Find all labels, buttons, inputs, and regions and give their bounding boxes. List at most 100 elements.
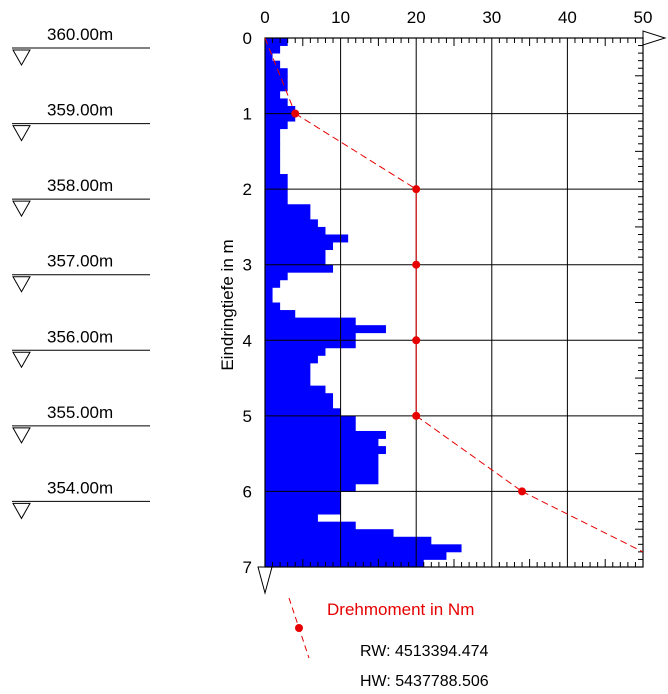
bar [265,174,288,182]
bar [265,438,379,447]
bar [265,106,296,114]
bar [265,272,288,281]
elevation-label: 358.00m [47,176,113,195]
moment-point [412,411,421,420]
y-tick-label: 3 [243,256,252,275]
grid [265,38,643,567]
elevation-label: 359.00m [47,101,113,120]
elevation-label: 354.00m [47,478,113,497]
bar [265,294,273,303]
y-axis-arrow-icon [257,566,273,595]
legend: Drehmoment in Nm [288,597,474,659]
moment-line-segment [264,37,296,114]
bar [265,370,311,379]
bar [265,310,296,319]
bar [265,317,356,326]
legend-marker [295,624,303,632]
x-tick-label: 50 [634,8,653,27]
bar [265,60,281,69]
bar [265,491,341,500]
moment-point [291,109,300,118]
elevation-triangle-icon [12,276,31,293]
bar [265,136,281,145]
elevation-triangle-icon [12,125,31,142]
plot-frame [257,30,667,595]
bar [265,461,379,470]
bar [265,559,424,568]
tick-labels: 0 10 20 30 40 50 0 1 2 3 4 5 6 7 [243,8,653,577]
bar [265,121,288,130]
bar [265,257,326,266]
moment-line-segment [415,415,523,492]
bar [265,249,326,258]
moment-series [264,37,644,553]
bar [265,75,288,84]
bar [265,529,394,538]
bar [265,521,356,530]
bar [265,166,281,175]
bar [265,189,288,198]
bar [265,90,281,99]
bar [265,181,288,190]
bar [265,385,326,394]
bar [265,143,281,152]
x-tick-label: 30 [482,8,501,27]
x-tick-label: 10 [331,8,350,27]
bar [265,498,341,507]
legend-label: Drehmoment in Nm [327,600,474,619]
bar [265,453,379,462]
bar [265,362,311,371]
hw-coordinate: HW: 5437788.506 [360,673,489,690]
bar [265,378,311,387]
y-tick-label: 0 [243,29,252,48]
moment-point [518,487,527,496]
bar [265,355,318,364]
bar [265,400,334,409]
bar [265,158,281,167]
y-tick-label: 6 [243,482,252,501]
y-tick-label: 5 [243,407,252,426]
elevation-markers: 360.00m 359.00m 358.00m 357.00m 356.00m 355.0… [12,25,150,520]
bar [265,393,334,402]
bar [265,408,341,417]
bar [265,544,462,553]
bar [265,551,447,560]
moment-line-segment [294,113,417,190]
bar [265,83,288,92]
bar [265,68,288,77]
bar [265,151,281,160]
bar [265,204,311,213]
bar [265,98,288,107]
bar [265,302,281,311]
elevation-triangle-icon [12,200,31,218]
bar [265,506,341,515]
bar [265,53,273,62]
bar [265,234,349,243]
bars [265,38,462,568]
bar [265,242,334,250]
y-tick-label: 7 [243,558,252,577]
elevation-triangle-icon [12,351,31,369]
elevation-triangle-icon [12,427,31,444]
moment-point [412,336,421,345]
bar [265,468,379,477]
y-tick-label: 1 [243,105,252,124]
elevation-label: 357.00m [47,252,113,271]
bar [265,325,386,334]
x-axis-arrow-icon [642,30,667,46]
elevation-triangle-icon [12,49,31,67]
bar [265,45,281,54]
elevation-label: 360.00m [47,25,113,44]
bar [265,430,386,439]
bar [265,415,356,424]
bar [265,347,326,356]
x-tick-label: 0 [260,8,269,27]
bar [265,514,318,523]
bar [265,279,281,288]
y-axis-label: Eindringtiefe in m [218,239,237,370]
bar [265,476,379,485]
rw-coordinate: RW: 4513394.474 [360,643,489,660]
moment-point [412,185,421,194]
elevation-triangle-icon [12,502,31,520]
